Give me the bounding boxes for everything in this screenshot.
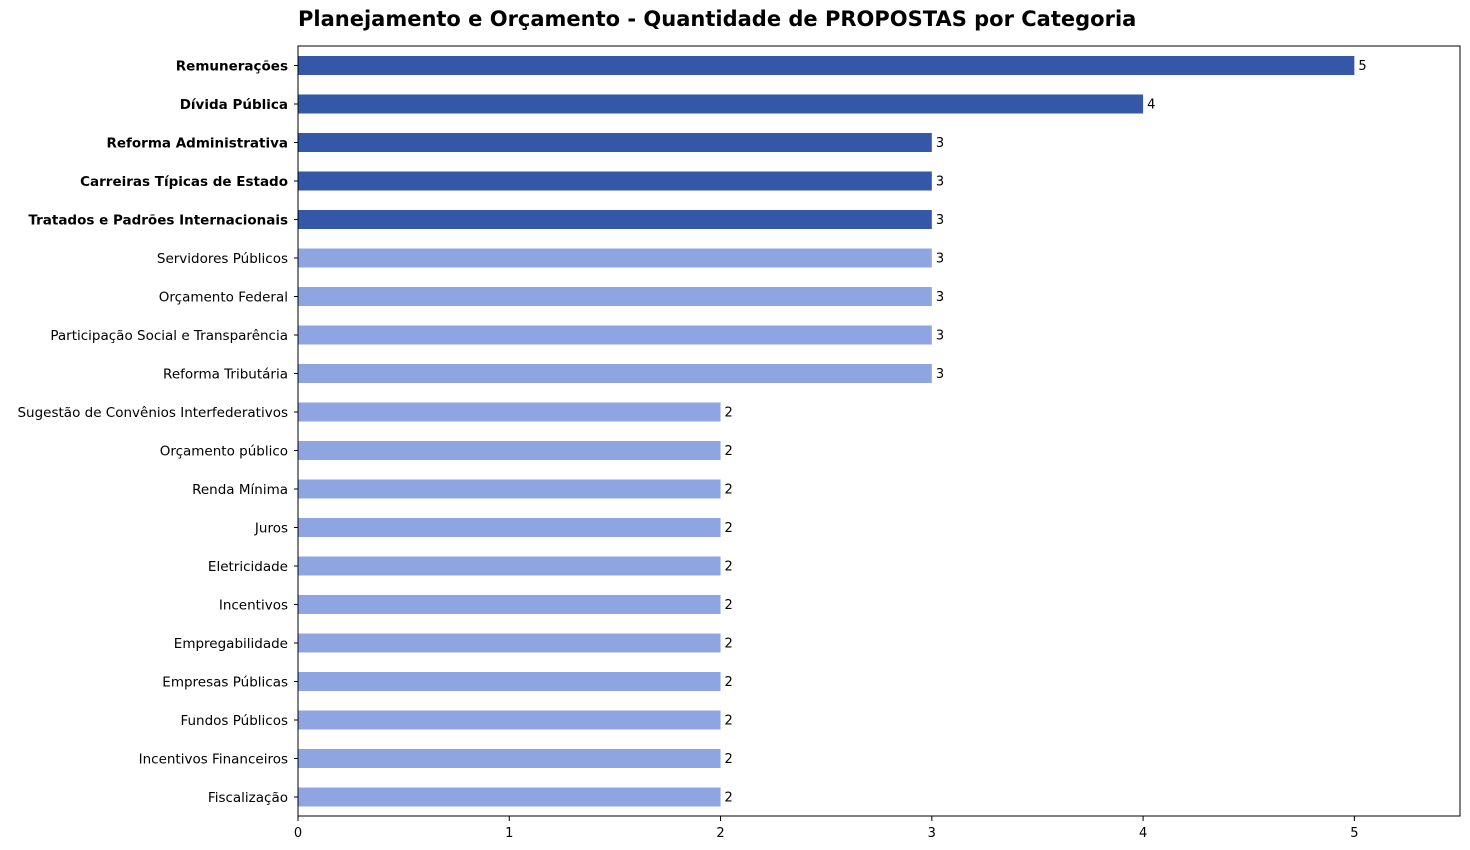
- bar-value-label: 2: [725, 560, 733, 575]
- bar-value-label: 2: [725, 752, 733, 767]
- category-label: Eletricidade: [208, 559, 288, 575]
- category-labels-group: Remunerações Dívida Pública Reforma Admini…: [17, 59, 298, 806]
- bar: [298, 325, 932, 345]
- category-label: Juros: [254, 521, 288, 537]
- bar: [298, 364, 932, 383]
- bar: [298, 402, 721, 422]
- category-label: Renda Mínima: [192, 482, 288, 498]
- x-tick-label: 0: [294, 826, 302, 841]
- bar-value-label: 3: [936, 175, 944, 190]
- bar-value-label: 3: [936, 290, 944, 305]
- bar: [298, 787, 721, 807]
- category-label: Participação Social e Transparência: [50, 328, 288, 344]
- bar: [298, 248, 932, 268]
- bar: [298, 710, 721, 730]
- bar: [298, 171, 932, 191]
- category-label: Empresas Públicas: [162, 675, 288, 691]
- bar: [298, 287, 932, 306]
- bar: [298, 133, 932, 152]
- bar: [298, 210, 932, 229]
- x-tick-label: 2: [716, 826, 724, 841]
- category-label: Tratados e Padrões Internacionais: [28, 213, 288, 229]
- category-label: Incentivos: [219, 598, 288, 614]
- category-label: Servidores Públicos: [157, 251, 288, 267]
- bar-value-label: 2: [725, 675, 733, 690]
- bar-value-label: 2: [725, 714, 733, 729]
- bar-value-label: 3: [936, 252, 944, 267]
- category-label: Fiscalização: [208, 790, 288, 806]
- bar: [298, 56, 1355, 75]
- x-tick-label: 5: [1350, 826, 1358, 841]
- x-tick-label: 3: [928, 826, 936, 841]
- bar: [298, 94, 1144, 114]
- category-label: Remunerações: [176, 59, 288, 75]
- bar: [298, 595, 721, 614]
- bar-value-label: 3: [936, 367, 944, 382]
- bar-value-label: 2: [725, 444, 733, 459]
- x-tick-label: 4: [1139, 826, 1147, 841]
- bar-value-label: 3: [936, 329, 944, 344]
- category-label: Sugestão de Convênios Interfederativos: [17, 405, 288, 421]
- bar-value-label: 2: [725, 598, 733, 613]
- bar-value-label: 2: [725, 521, 733, 536]
- bar-value-label: 2: [725, 483, 733, 498]
- bar: [298, 633, 721, 653]
- value-labels-group: 5 4 3 3 3 3 3 3 3 2 2 2 2 2 2 2 2 2 2 2: [725, 59, 1367, 806]
- bar-value-label: 2: [725, 637, 733, 652]
- bar: [298, 672, 721, 691]
- chart-title: Planejamento e Orçamento - Quantidade de…: [298, 7, 1136, 31]
- plot-frame: [297, 45, 1461, 817]
- x-axis: 0 1 2 3 4 5: [294, 816, 1359, 841]
- category-label: Fundos Públicos: [180, 713, 288, 729]
- x-tick-label: 1: [505, 826, 513, 841]
- bar: [298, 556, 721, 576]
- bar: [298, 479, 721, 499]
- bar-value-label: 3: [936, 136, 944, 151]
- bar-value-label: 2: [725, 406, 733, 421]
- bar-value-label: 4: [1147, 98, 1155, 113]
- category-label: Dívida Pública: [180, 97, 288, 113]
- category-label: Empregabilidade: [174, 636, 288, 652]
- bar: [298, 518, 721, 537]
- bar-value-label: 2: [725, 791, 733, 806]
- bar-value-label: 5: [1358, 59, 1366, 74]
- category-label: Incentivos Financeiros: [139, 752, 288, 768]
- bar-value-label: 3: [936, 213, 944, 228]
- bars-group: [298, 56, 1355, 807]
- bar: [298, 441, 721, 460]
- category-label: Reforma Tributária: [163, 367, 288, 383]
- category-label: Orçamento público: [160, 444, 288, 460]
- category-label: Orçamento Federal: [159, 290, 288, 306]
- category-label: Reforma Administrativa: [106, 136, 288, 152]
- category-label: Carreiras Típicas de Estado: [80, 174, 288, 190]
- bar: [298, 749, 721, 768]
